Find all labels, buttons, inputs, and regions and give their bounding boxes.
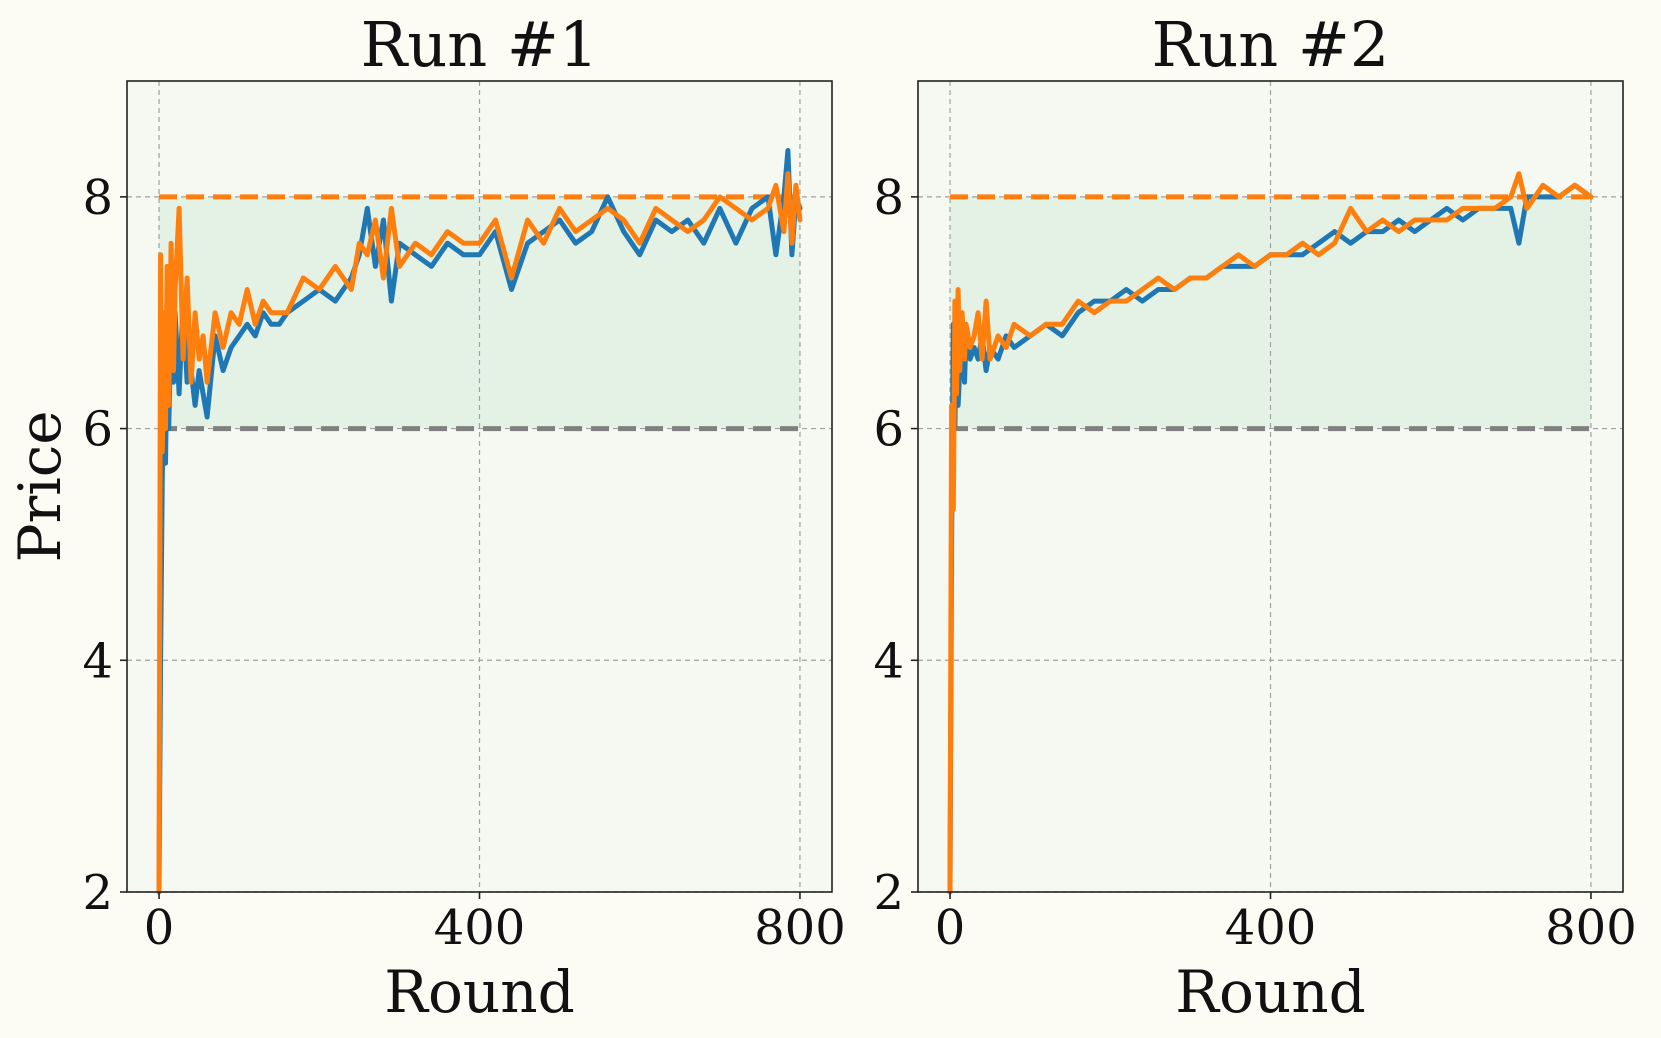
y-tick-label: 4: [82, 633, 113, 689]
x-axis-label: Round: [384, 958, 574, 1026]
y-tick-label: 8: [82, 170, 113, 226]
chart-title: Run #2: [1152, 8, 1390, 81]
x-tick-label: 800: [1545, 900, 1637, 956]
y-tick-label: 2: [873, 865, 904, 921]
chart-panel-1: 0 400 800 2 4 6 8 Run #1 Round Price: [6, 8, 846, 1026]
x-tick-label: 0: [144, 900, 175, 956]
chart-title: Run #1: [361, 8, 599, 81]
y-tick-label: 2: [82, 865, 113, 921]
series-line-2: [947, 171, 1594, 895]
x-tick-label: 0: [935, 900, 966, 956]
panels-group: 0 400 800 2 4 6 8 Run #1 Round Price 0 400 800 2 4 6 8 Ru…: [6, 8, 1637, 1026]
y-tick-label: 8: [873, 170, 904, 226]
series-line-2: [156, 171, 803, 895]
x-axis-label: Round: [1175, 958, 1365, 1026]
y-tick-label: 6: [82, 402, 113, 458]
x-tick-label: 400: [434, 900, 526, 956]
shaded-band: [159, 196, 800, 429]
chart-panel-2: 0 400 800 2 4 6 8 Run #2 Round: [873, 8, 1636, 1026]
y-axis-label: Price: [6, 410, 74, 562]
shaded-band: [950, 196, 1591, 429]
y-tick-label: 6: [873, 402, 904, 458]
y-tick-label: 4: [873, 633, 904, 689]
x-tick-label: 400: [1225, 900, 1317, 956]
x-tick-label: 800: [754, 900, 846, 956]
